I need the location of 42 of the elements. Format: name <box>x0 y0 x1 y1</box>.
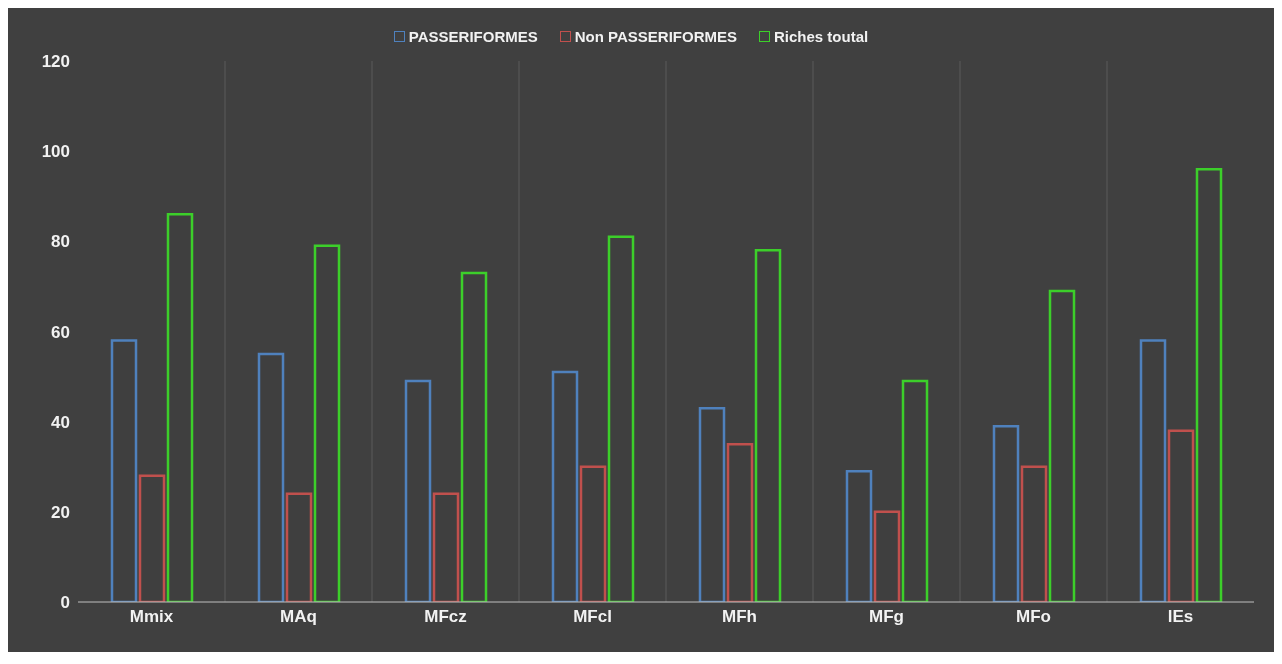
y-tick-label: 40 <box>51 412 70 432</box>
x-tick-label: MFcl <box>573 607 612 627</box>
legend-label: Non PASSERIFORMES <box>573 28 737 45</box>
bar <box>166 213 194 602</box>
bar <box>901 379 929 602</box>
bar <box>110 339 138 602</box>
bar <box>1020 465 1048 602</box>
bar <box>1195 167 1223 602</box>
bar <box>1139 339 1167 602</box>
bar <box>992 424 1020 602</box>
bar <box>257 352 285 602</box>
x-tick-label: Mmix <box>129 607 174 627</box>
bar <box>845 470 873 602</box>
x-tick-label: MFcz <box>424 607 467 627</box>
y-tick-label: 0 <box>60 593 70 613</box>
bar <box>551 370 579 602</box>
bar <box>432 492 460 602</box>
bar <box>1048 289 1076 602</box>
y-tick-label: 80 <box>51 232 70 252</box>
bar <box>1167 429 1195 602</box>
bar <box>754 249 782 602</box>
x-tick-label: MFh <box>722 607 757 627</box>
legend-label: PASSERIFORMES <box>407 28 538 45</box>
y-tick-label: 100 <box>41 142 70 162</box>
bar <box>579 465 607 602</box>
bar <box>460 271 488 602</box>
bar <box>607 235 635 602</box>
x-tick-label: MFg <box>869 607 904 627</box>
bar <box>138 474 166 602</box>
x-tick-label: MAq <box>280 607 317 627</box>
bar <box>873 510 901 602</box>
legend-label: Riches toutal <box>772 28 869 45</box>
x-tick-label: lEs <box>1167 607 1194 627</box>
bar <box>285 492 313 602</box>
bar <box>313 244 341 602</box>
y-tick-label: 60 <box>51 322 70 342</box>
x-tick-label: MFo <box>1016 607 1051 627</box>
bar <box>404 379 432 602</box>
bar <box>698 406 726 602</box>
y-tick-label: 20 <box>51 502 70 522</box>
bar <box>726 442 754 602</box>
y-tick-label: 120 <box>41 52 70 72</box>
